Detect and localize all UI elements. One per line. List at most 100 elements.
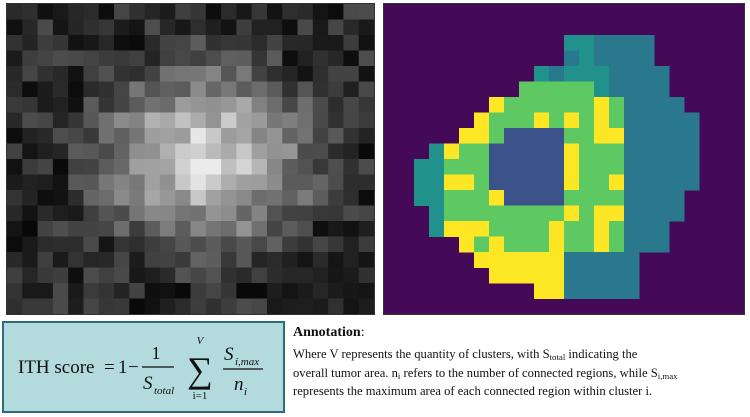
heatmap-cell — [68, 97, 84, 113]
heatmap-cell — [98, 19, 115, 36]
heatmap-cell — [312, 112, 329, 129]
heatmap-cell — [68, 81, 84, 98]
heatmap-cell — [343, 221, 360, 237]
heatmap-cell — [68, 159, 84, 175]
heatmap-cell — [7, 267, 23, 284]
heatmap-cell — [251, 159, 268, 175]
cluster-cell — [549, 97, 565, 113]
cluster-cell — [549, 128, 565, 144]
heatmap-cell — [236, 4, 253, 20]
cluster-cell — [639, 97, 655, 113]
heatmap-cell — [251, 252, 268, 268]
cluster-cell — [444, 205, 460, 222]
heatmap-cell — [205, 190, 222, 206]
cluster-cell — [639, 112, 655, 129]
heatmap-cell — [144, 174, 161, 191]
sigma-lower-limit: i=1 — [193, 390, 208, 402]
heatmap-cell — [129, 19, 146, 36]
cluster-cell — [594, 81, 610, 98]
heatmap-cell — [205, 252, 222, 268]
heatmap-cell — [22, 283, 39, 299]
heatmap-cell — [98, 236, 115, 253]
cluster-cell — [429, 221, 445, 237]
annotation-title-text: Annotation — [293, 325, 361, 340]
heatmap-cell — [343, 236, 360, 253]
heatmap-cell — [236, 50, 253, 67]
cluster-cell — [639, 50, 655, 67]
cluster-cell — [639, 143, 655, 160]
cluster-cell — [504, 97, 520, 113]
heatmap-cell — [159, 50, 176, 67]
heatmap-cell — [328, 190, 344, 206]
heatmap-cell — [22, 143, 39, 160]
cluster-cell — [624, 174, 640, 191]
heatmap-cell — [129, 35, 146, 51]
cluster-cell — [489, 174, 505, 191]
cluster-cell — [564, 236, 580, 253]
heatmap-cell — [358, 174, 374, 191]
heatmap-cell — [144, 50, 161, 67]
heatmap-cell — [297, 50, 314, 67]
heatmap-cell — [175, 19, 191, 36]
cluster-cell — [489, 236, 505, 253]
heatmap-cell — [144, 159, 161, 175]
heatmap-cell — [266, 205, 283, 222]
heatmap-cell — [282, 159, 299, 175]
heatmap-cell — [144, 205, 161, 222]
heatmap-cell — [282, 174, 299, 191]
fraction-numerator: 1 — [152, 343, 161, 363]
cluster-cell — [624, 221, 640, 237]
heatmap-cell — [52, 298, 69, 314]
cluster-cell — [654, 159, 670, 175]
heatmap-cell — [83, 50, 100, 67]
heatmap-cell — [358, 143, 374, 160]
heatmap-cell — [175, 221, 191, 237]
heatmap-cell — [68, 19, 84, 36]
heatmap-cell — [114, 267, 130, 284]
heatmap-cell — [144, 283, 161, 299]
cluster-cell — [444, 221, 460, 237]
cluster-cell — [639, 35, 655, 51]
heatmap-cell — [83, 128, 100, 144]
heatmap-cell — [205, 4, 222, 20]
heatmap-cell — [190, 174, 207, 191]
grayscale-heatmap-svg — [7, 4, 374, 314]
heatmap-cell — [52, 267, 69, 284]
cluster-cell — [624, 236, 640, 253]
cluster-cell — [534, 283, 550, 299]
heatmap-cell — [266, 35, 283, 51]
heatmap-cell — [37, 283, 54, 299]
heatmap-cell — [328, 221, 344, 237]
cluster-cell — [654, 81, 670, 98]
heatmap-cell — [343, 66, 360, 82]
heatmap-cell — [282, 252, 299, 268]
heatmap-cell — [190, 66, 207, 82]
heatmap-cell — [114, 221, 130, 237]
cluster-cell — [639, 174, 655, 191]
cluster-cell — [579, 190, 595, 206]
heatmap-cell — [83, 267, 100, 284]
cluster-cell — [534, 174, 550, 191]
cluster-cell — [519, 267, 535, 284]
heatmap-cell — [37, 236, 54, 253]
cluster-cell — [519, 174, 535, 191]
heatmap-cell — [68, 112, 84, 129]
cluster-cell — [609, 267, 625, 284]
heatmap-cell — [98, 267, 115, 284]
formula-equals: = — [104, 357, 115, 378]
heatmap-cell — [98, 4, 115, 20]
heatmap-cell — [175, 35, 191, 51]
annotation-line1-b: indicating the — [565, 347, 638, 361]
heatmap-cell — [52, 283, 69, 299]
cluster-cell — [534, 236, 550, 253]
heatmap-cell — [343, 50, 360, 67]
ith-score-formula-box: ITH score = 1 − 1 S total V ∑ i=1 S i,ma… — [2, 321, 285, 413]
heatmap-cell — [68, 267, 84, 284]
cluster-cell — [474, 159, 490, 175]
heatmap-cell — [343, 97, 360, 113]
heatmap-cell — [68, 66, 84, 82]
heatmap-cell — [175, 236, 191, 253]
cluster-cell — [444, 174, 460, 191]
cluster-cell — [564, 35, 580, 51]
heatmap-cell — [83, 4, 100, 20]
